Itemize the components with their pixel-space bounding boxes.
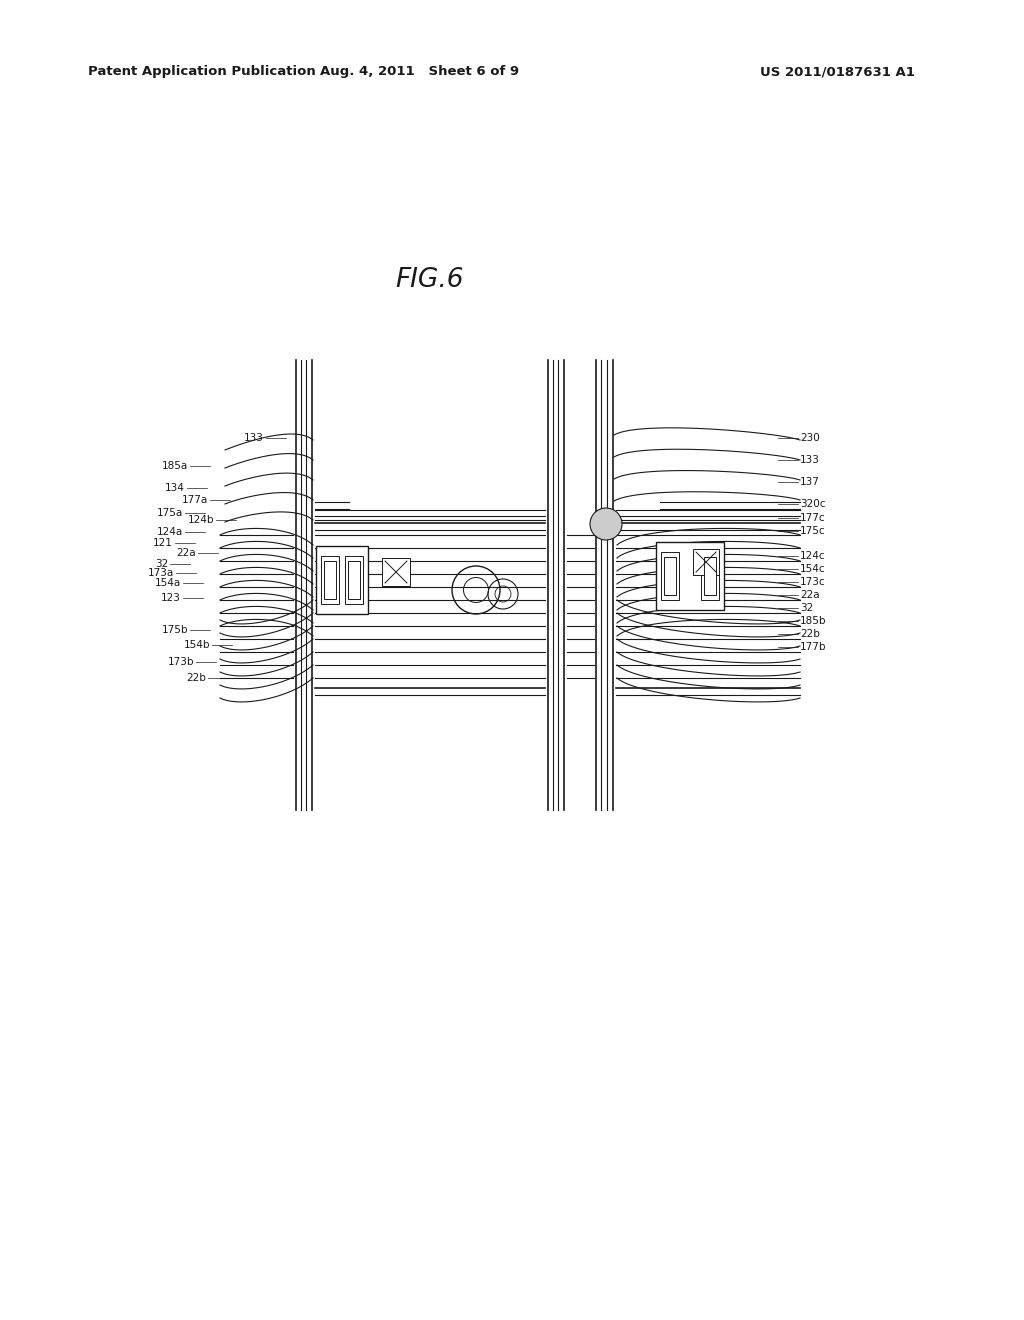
Text: 121: 121 — [154, 539, 173, 548]
Bar — [382, 558, 410, 586]
Bar — [662, 552, 679, 601]
Text: 133: 133 — [800, 455, 820, 465]
Text: 175c: 175c — [800, 525, 825, 536]
Text: 22b: 22b — [800, 630, 820, 639]
Text: 32: 32 — [155, 558, 168, 569]
Text: 173a: 173a — [147, 568, 174, 578]
Text: 22b: 22b — [186, 673, 206, 682]
Text: 173c: 173c — [800, 577, 825, 587]
Text: 177b: 177b — [800, 642, 826, 652]
Text: US 2011/0187631 A1: US 2011/0187631 A1 — [760, 66, 914, 78]
Text: 185b: 185b — [800, 616, 826, 626]
Text: 134: 134 — [165, 483, 185, 492]
Text: 230: 230 — [800, 433, 820, 444]
Text: Aug. 4, 2011   Sheet 6 of 9: Aug. 4, 2011 Sheet 6 of 9 — [321, 66, 519, 78]
Text: 124b: 124b — [187, 515, 214, 525]
Bar — [701, 552, 719, 601]
Bar — [705, 557, 716, 595]
Text: 154a: 154a — [155, 578, 181, 587]
Text: Patent Application Publication: Patent Application Publication — [88, 66, 315, 78]
Text: 154c: 154c — [800, 564, 825, 574]
Bar — [664, 557, 676, 595]
Text: 32: 32 — [800, 603, 813, 612]
Text: 177c: 177c — [800, 513, 825, 523]
Text: 123: 123 — [161, 593, 181, 603]
Text: 22a: 22a — [800, 590, 819, 601]
Text: 173b: 173b — [168, 657, 194, 667]
Text: 22a: 22a — [176, 548, 196, 558]
Bar — [321, 556, 339, 605]
Bar — [656, 543, 724, 610]
Text: 133: 133 — [244, 433, 264, 444]
Text: 185a: 185a — [162, 461, 188, 471]
Text: FIG.6: FIG.6 — [395, 267, 464, 293]
Text: 137: 137 — [800, 477, 820, 487]
Text: 124c: 124c — [800, 550, 825, 561]
Bar — [345, 556, 362, 605]
Text: 177a: 177a — [181, 495, 208, 506]
Text: 320c: 320c — [800, 499, 825, 510]
Text: 154b: 154b — [183, 640, 210, 649]
Bar — [316, 546, 368, 614]
Bar — [348, 561, 360, 599]
Bar — [693, 549, 719, 576]
Text: 175a: 175a — [157, 508, 183, 517]
Circle shape — [590, 508, 622, 540]
Bar — [324, 561, 336, 599]
Text: 175b: 175b — [162, 624, 188, 635]
Text: 124a: 124a — [157, 527, 183, 537]
